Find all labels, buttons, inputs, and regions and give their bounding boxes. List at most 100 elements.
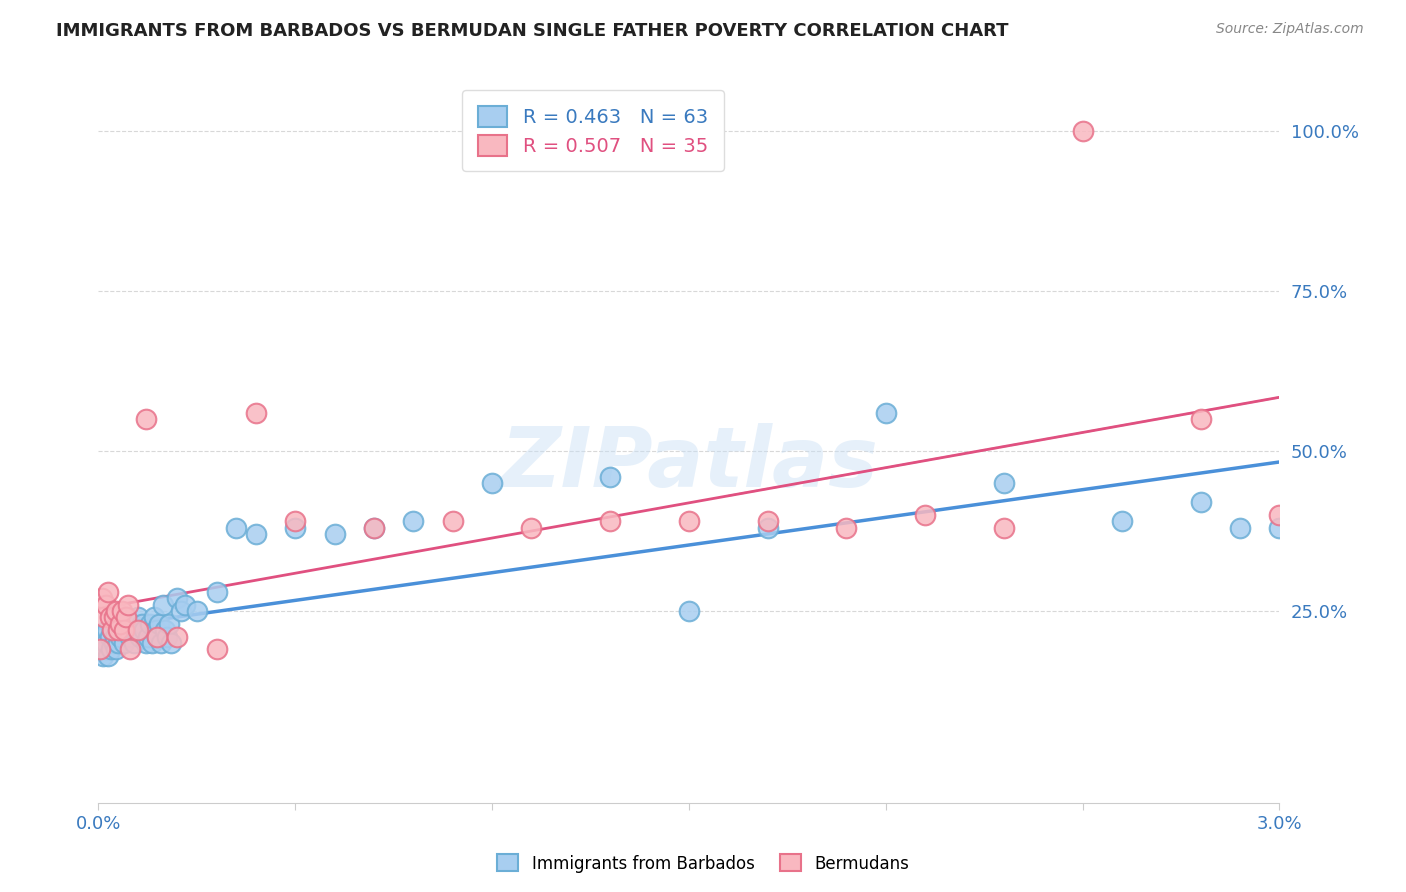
Point <box>136 630 159 644</box>
Point <box>138 616 160 631</box>
Point <box>520 521 543 535</box>
Point <box>104 630 127 644</box>
Point <box>128 630 150 644</box>
Point <box>122 636 145 650</box>
Point <box>146 630 169 644</box>
Point <box>96 598 118 612</box>
Point <box>174 598 197 612</box>
Point <box>205 642 228 657</box>
Point <box>141 636 163 650</box>
Point <box>157 616 180 631</box>
Point <box>103 610 125 624</box>
Point <box>131 616 153 631</box>
Point <box>146 630 169 644</box>
Point <box>155 623 177 637</box>
Point <box>145 623 167 637</box>
Point <box>93 610 115 624</box>
Point <box>108 630 131 644</box>
Point <box>96 636 118 650</box>
Point <box>1189 495 1212 509</box>
Point <box>97 584 120 599</box>
Text: IMMIGRANTS FROM BARBADOS VS BERMUDAN SINGLE FATHER POVERTY CORRELATION CHART: IMMIGRANTS FROM BARBADOS VS BERMUDAN SIN… <box>56 22 1008 40</box>
Point <box>97 648 120 663</box>
Point <box>756 515 779 529</box>
Point <box>363 521 385 535</box>
Point <box>111 604 134 618</box>
Point <box>1071 124 1094 138</box>
Point <box>993 476 1015 491</box>
Point <box>132 623 155 637</box>
Text: Source: ZipAtlas.com: Source: ZipAtlas.com <box>1216 22 1364 37</box>
Point <box>91 591 114 606</box>
Point <box>91 636 114 650</box>
Point <box>91 648 114 663</box>
Point <box>150 636 173 650</box>
Point <box>875 406 897 420</box>
Point <box>1229 521 1251 535</box>
Point <box>363 521 385 535</box>
Point <box>160 636 183 650</box>
Point <box>225 521 247 535</box>
Point <box>835 521 858 535</box>
Point <box>1268 508 1291 522</box>
Point <box>89 642 111 657</box>
Point <box>756 521 779 535</box>
Point <box>914 508 936 522</box>
Point <box>481 476 503 491</box>
Point <box>121 616 143 631</box>
Point <box>170 604 193 618</box>
Point <box>108 616 131 631</box>
Text: ZIPatlas: ZIPatlas <box>501 423 877 504</box>
Point <box>98 630 121 644</box>
Point <box>115 610 138 624</box>
Point <box>284 515 307 529</box>
Legend: Immigrants from Barbados, Bermudans: Immigrants from Barbados, Bermudans <box>489 847 917 880</box>
Point <box>105 642 128 657</box>
Point <box>107 636 129 650</box>
Point <box>1189 412 1212 426</box>
Point <box>441 515 464 529</box>
Legend: R = 0.463   N = 63, R = 0.507   N = 35: R = 0.463 N = 63, R = 0.507 N = 35 <box>463 90 724 171</box>
Point <box>599 515 621 529</box>
Point <box>135 412 157 426</box>
Point <box>101 623 124 637</box>
Point <box>89 642 111 657</box>
Point <box>993 521 1015 535</box>
Point <box>402 515 425 529</box>
Point <box>108 616 131 631</box>
Point <box>152 598 174 612</box>
Point <box>107 623 129 637</box>
Point <box>117 623 139 637</box>
Point <box>115 610 138 624</box>
Point <box>100 642 122 657</box>
Point <box>599 469 621 483</box>
Point <box>101 623 124 637</box>
Point <box>186 604 208 618</box>
Point <box>678 604 700 618</box>
Point <box>156 630 179 644</box>
Point <box>142 610 165 624</box>
Point <box>125 623 148 637</box>
Point <box>245 406 267 420</box>
Point <box>118 642 141 657</box>
Point <box>205 584 228 599</box>
Point <box>135 636 157 650</box>
Point <box>284 521 307 535</box>
Point <box>94 642 117 657</box>
Point <box>127 623 149 637</box>
Point <box>112 623 135 637</box>
Point <box>103 636 125 650</box>
Point <box>1268 521 1291 535</box>
Point <box>148 616 170 631</box>
Point <box>111 623 134 637</box>
Point <box>93 630 115 644</box>
Point <box>96 623 118 637</box>
Point <box>105 604 128 618</box>
Point <box>245 527 267 541</box>
Point <box>1111 515 1133 529</box>
Point <box>117 598 139 612</box>
Point <box>112 636 135 650</box>
Point <box>166 591 188 606</box>
Point <box>98 610 121 624</box>
Point <box>678 515 700 529</box>
